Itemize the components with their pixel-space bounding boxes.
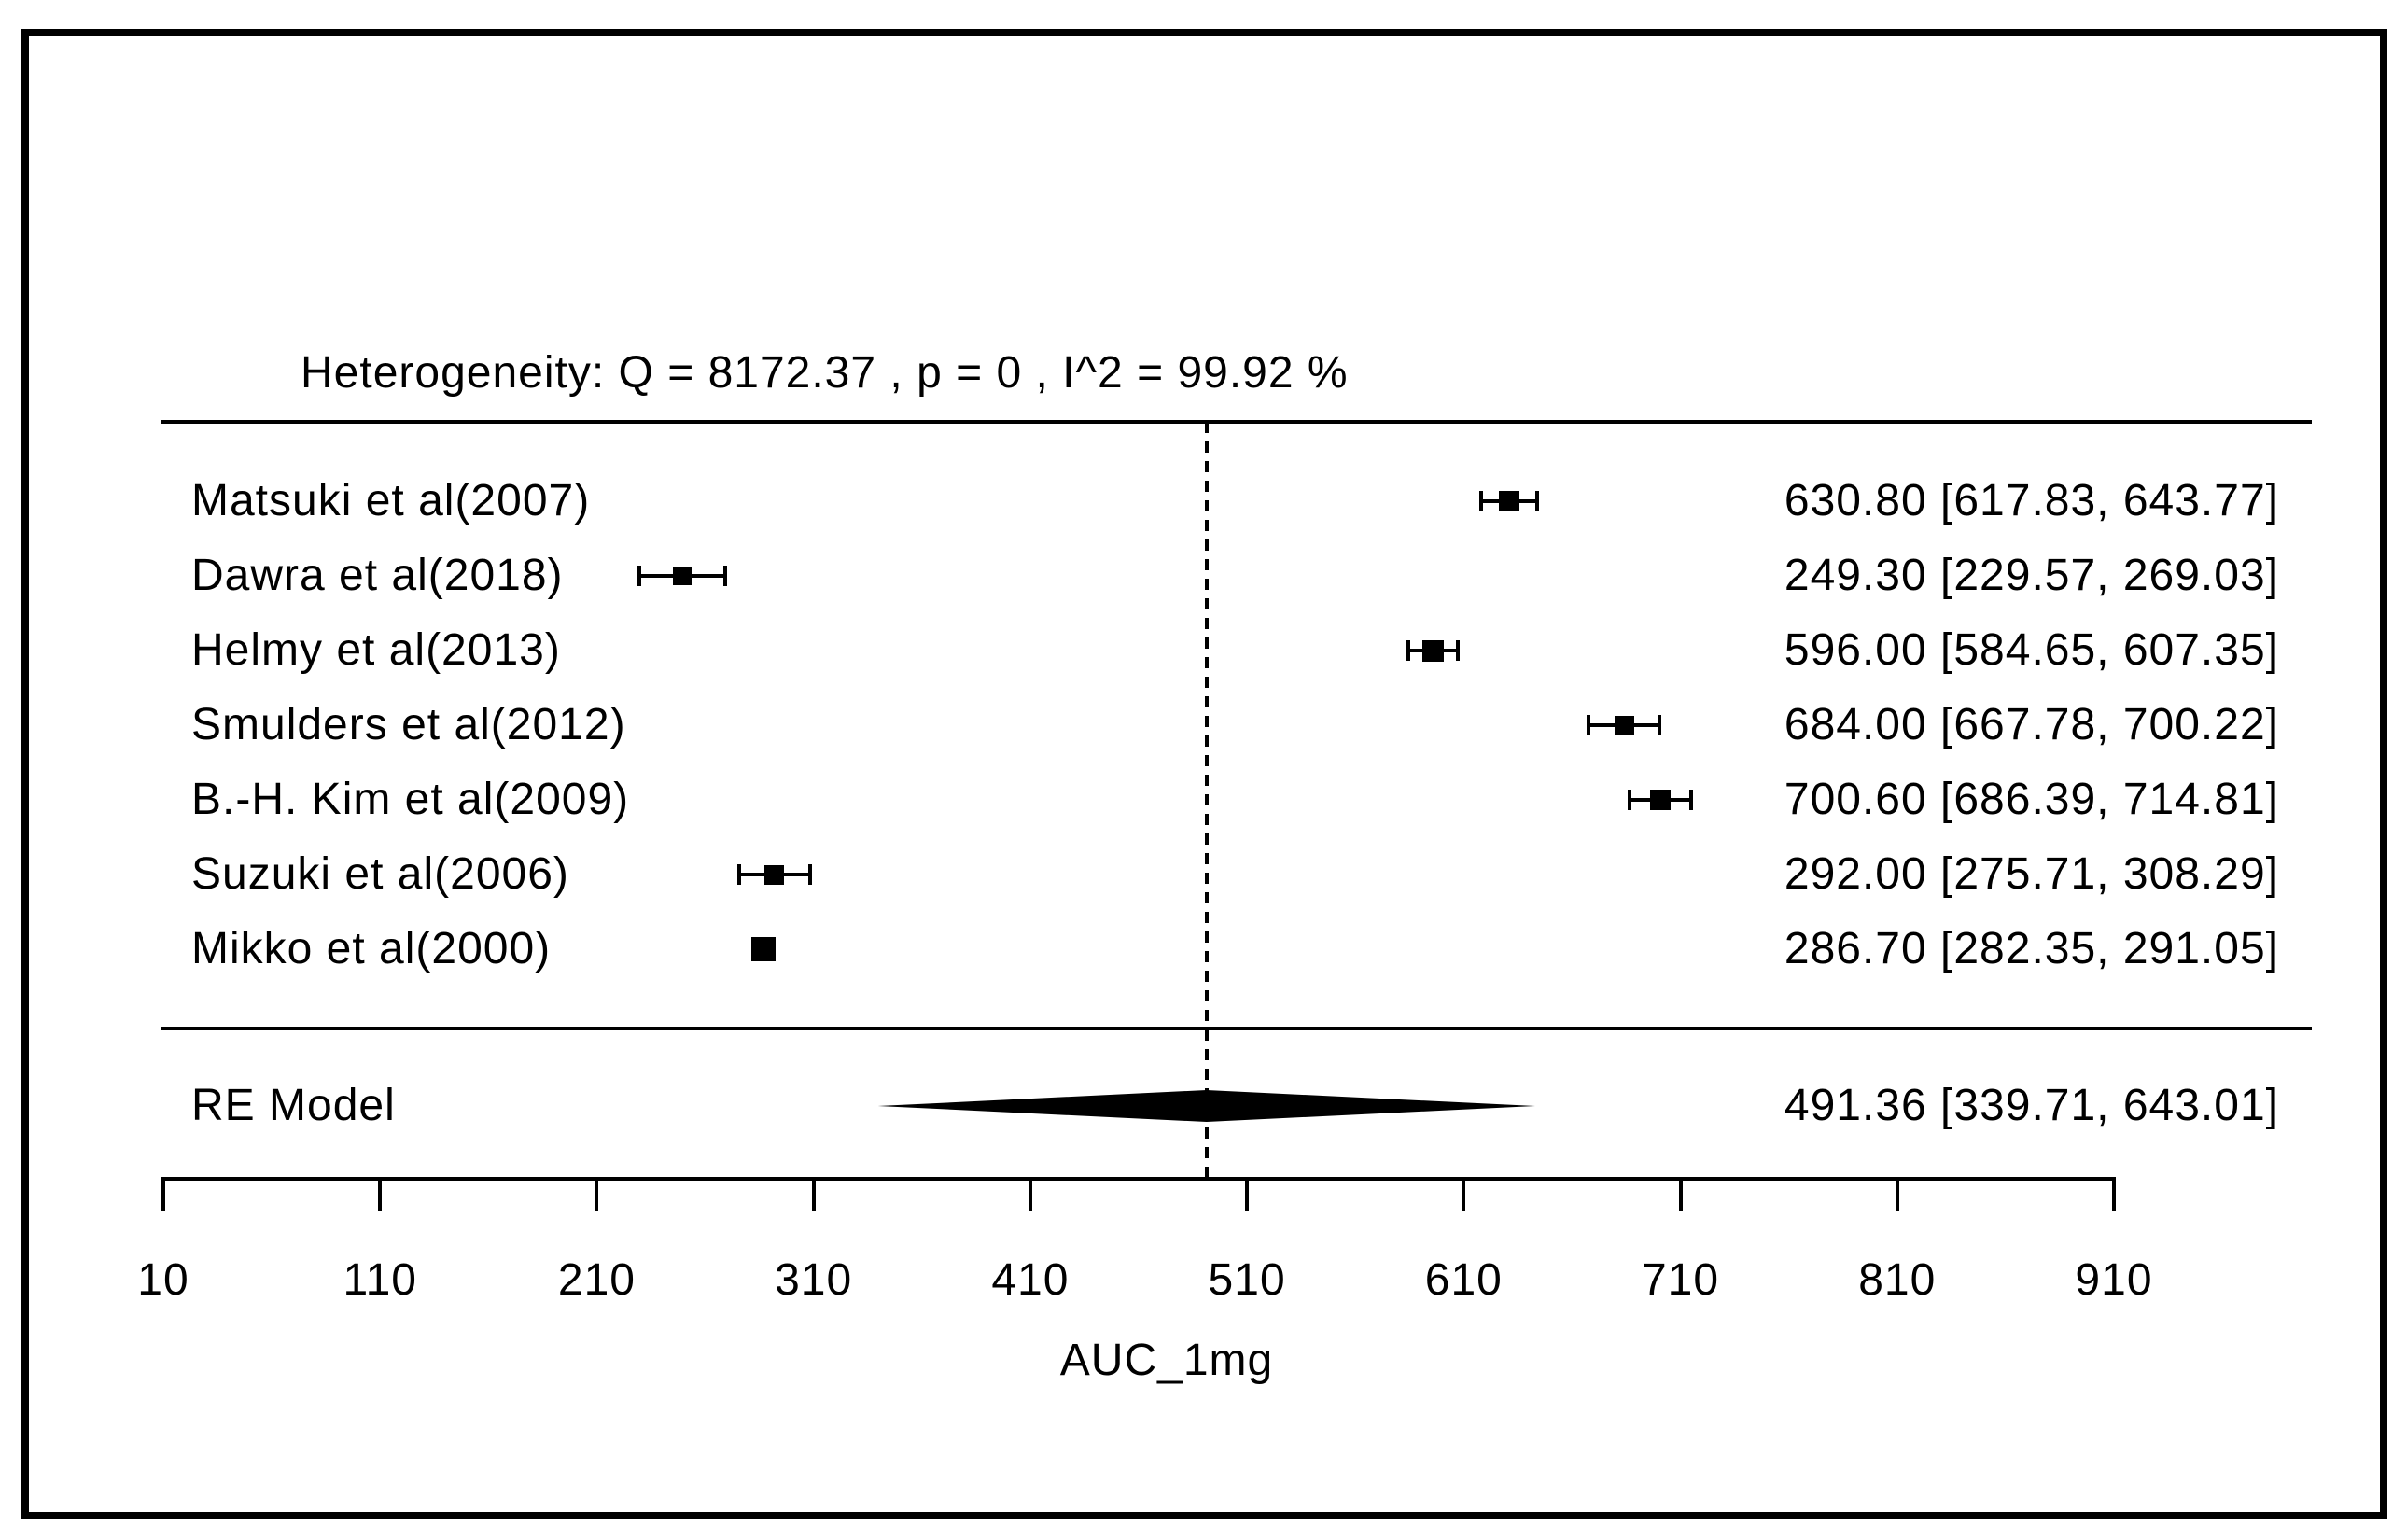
x-tick-label: 810 — [1858, 1255, 1937, 1305]
x-tick-mark — [1245, 1177, 1250, 1211]
x-tick-label: 10 — [137, 1255, 189, 1305]
x-tick-label: 310 — [775, 1255, 853, 1305]
x-axis-label: AUC_1mg — [1059, 1336, 1274, 1385]
estimate-square — [764, 864, 785, 885]
ci-cap-right — [1657, 715, 1661, 735]
estimate-square — [1422, 639, 1445, 662]
x-tick-label: 910 — [2075, 1255, 2153, 1305]
study-label: Dawra et al(2018) — [191, 551, 564, 600]
heterogeneity-note: Heterogeneity: Q = 8172.37 , p = 0 , I^2… — [301, 348, 1349, 398]
ci-cap-right — [1456, 640, 1461, 661]
x-tick-label: 510 — [1208, 1255, 1286, 1305]
study-label: Smulders et al(2012) — [191, 700, 626, 749]
x-tick-mark — [1462, 1177, 1466, 1211]
ci-cap-left — [1478, 491, 1483, 511]
study-label: Suzuki et al(2006) — [191, 849, 569, 899]
study-label: B.-H. Kim et al(2009) — [191, 775, 630, 824]
x-tick-label: 410 — [991, 1255, 1070, 1305]
ci-cap-right — [807, 864, 812, 885]
x-tick-label: 210 — [557, 1255, 636, 1305]
summary-separator-line — [161, 1027, 2312, 1030]
study-label: Helmy et al(2013) — [191, 625, 561, 675]
estimate-square — [672, 567, 692, 585]
x-tick-label: 110 — [343, 1255, 417, 1305]
x-tick-mark — [2111, 1177, 2116, 1211]
study-label: Matsuki et al(2007) — [191, 476, 591, 525]
estimate-square — [1498, 491, 1519, 511]
study-annotation: 630.80 [617.83, 643.77] — [1784, 476, 2279, 525]
study-annotation: 700.60 [686.39, 714.81] — [1784, 775, 2279, 824]
summary-label: RE Model — [191, 1081, 396, 1130]
estimate-square — [1614, 715, 1634, 735]
x-tick-label: 610 — [1424, 1255, 1503, 1305]
x-tick-mark — [1678, 1177, 1683, 1211]
top-separator-line — [161, 420, 2312, 424]
x-tick-label: 710 — [1641, 1255, 1720, 1305]
summary-annotation: 491.36 [339.71, 643.01] — [1784, 1081, 2279, 1130]
study-annotation: 292.00 [275.71, 308.29] — [1784, 849, 2279, 899]
ci-cap-left — [1627, 790, 1631, 810]
ci-cap-right — [722, 566, 727, 586]
x-tick-mark — [811, 1177, 816, 1211]
ci-cap-left — [637, 566, 641, 586]
study-annotation: 684.00 [667.78, 700.22] — [1784, 700, 2279, 749]
estimate-square — [1649, 790, 1671, 810]
x-tick-mark — [1028, 1177, 1032, 1211]
x-tick-mark — [595, 1177, 599, 1211]
study-annotation: 249.30 [229.57, 269.03] — [1784, 551, 2279, 600]
reference-dashed-line — [1205, 422, 1209, 1179]
x-axis-line — [161, 1177, 2116, 1181]
plot-frame — [21, 29, 2387, 1519]
x-tick-mark — [378, 1177, 383, 1211]
study-annotation: 286.70 [282.35, 291.05] — [1784, 924, 2279, 973]
x-tick-mark — [1895, 1177, 1899, 1211]
ci-cap-left — [1406, 640, 1411, 661]
estimate-square — [750, 937, 776, 961]
ci-cap-left — [1587, 715, 1591, 735]
ci-cap-right — [1534, 491, 1539, 511]
ci-cap-right — [1688, 790, 1693, 810]
ci-cap-left — [737, 864, 742, 885]
x-tick-mark — [161, 1177, 165, 1211]
study-annotation: 596.00 [584.65, 607.35] — [1784, 625, 2279, 675]
study-label: Mikko et al(2000) — [191, 924, 552, 973]
